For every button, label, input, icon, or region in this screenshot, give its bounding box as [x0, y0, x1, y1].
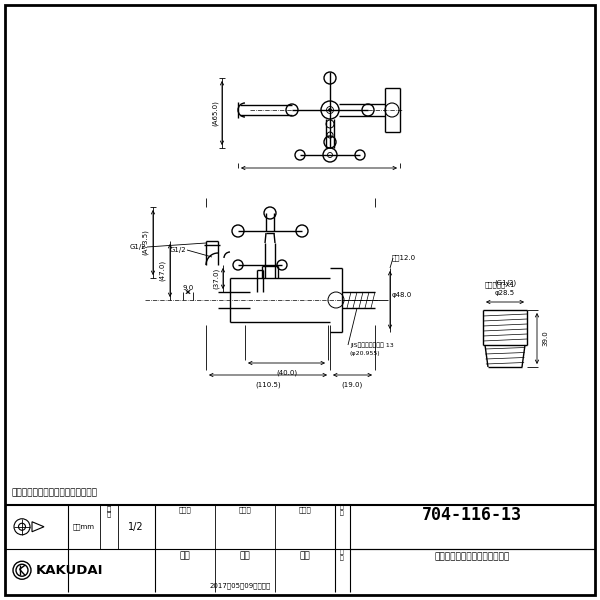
Text: G1/2: G1/2	[130, 244, 146, 250]
Text: G1/2: G1/2	[170, 247, 187, 253]
Text: 9.0: 9.0	[182, 285, 194, 291]
Text: 単位mm: 単位mm	[73, 523, 95, 530]
Text: 1/2: 1/2	[128, 522, 144, 532]
Text: 寒川: 寒川	[239, 551, 250, 560]
Text: 製　図: 製 図	[179, 506, 191, 514]
Text: 注：（）内寸法は参考寸法である。: 注：（）内寸法は参考寸法である。	[12, 488, 98, 497]
Text: 内幅12.0: 内幅12.0	[392, 254, 416, 262]
Text: 2017年05月09日　作成: 2017年05月09日 作成	[209, 583, 271, 589]
Text: (A65.0): (A65.0)	[212, 100, 218, 126]
Text: KAKUDAI: KAKUDAI	[36, 564, 104, 577]
Text: (37.0): (37.0)	[213, 268, 219, 289]
Text: 承　認: 承 認	[299, 506, 311, 514]
Text: 品
番: 品 番	[340, 504, 344, 516]
Text: (19.0): (19.0)	[342, 382, 363, 389]
Text: 尺: 尺	[107, 506, 111, 512]
Circle shape	[329, 109, 331, 112]
Text: φ28.5: φ28.5	[495, 290, 515, 296]
Text: ネジ口金　X1: ネジ口金 X1	[485, 281, 515, 289]
Text: 度: 度	[107, 511, 111, 517]
Text: 検　図: 検 図	[239, 506, 251, 514]
Text: (G1/2): (G1/2)	[494, 280, 516, 286]
Text: 遠藤: 遠藤	[179, 551, 190, 560]
Text: (40.0): (40.0)	[276, 369, 297, 376]
Text: JIS給水栓取付ねじ 13: JIS給水栓取付ねじ 13	[350, 342, 394, 348]
Text: (110.5): (110.5)	[255, 382, 281, 389]
Text: 中嶋: 中嶋	[299, 551, 310, 560]
Text: ガーデン用万能ホーム双口水栓: ガーデン用万能ホーム双口水栓	[434, 552, 509, 561]
Text: 品
名: 品 名	[340, 550, 344, 562]
Text: 704-116-13: 704-116-13	[422, 506, 522, 524]
Text: φ48.0: φ48.0	[392, 292, 412, 298]
Text: (φ20.955): (φ20.955)	[350, 350, 380, 355]
Text: 39.0: 39.0	[542, 331, 548, 346]
Text: (A73.5): (A73.5)	[142, 230, 148, 256]
Text: (47.0): (47.0)	[159, 260, 165, 281]
